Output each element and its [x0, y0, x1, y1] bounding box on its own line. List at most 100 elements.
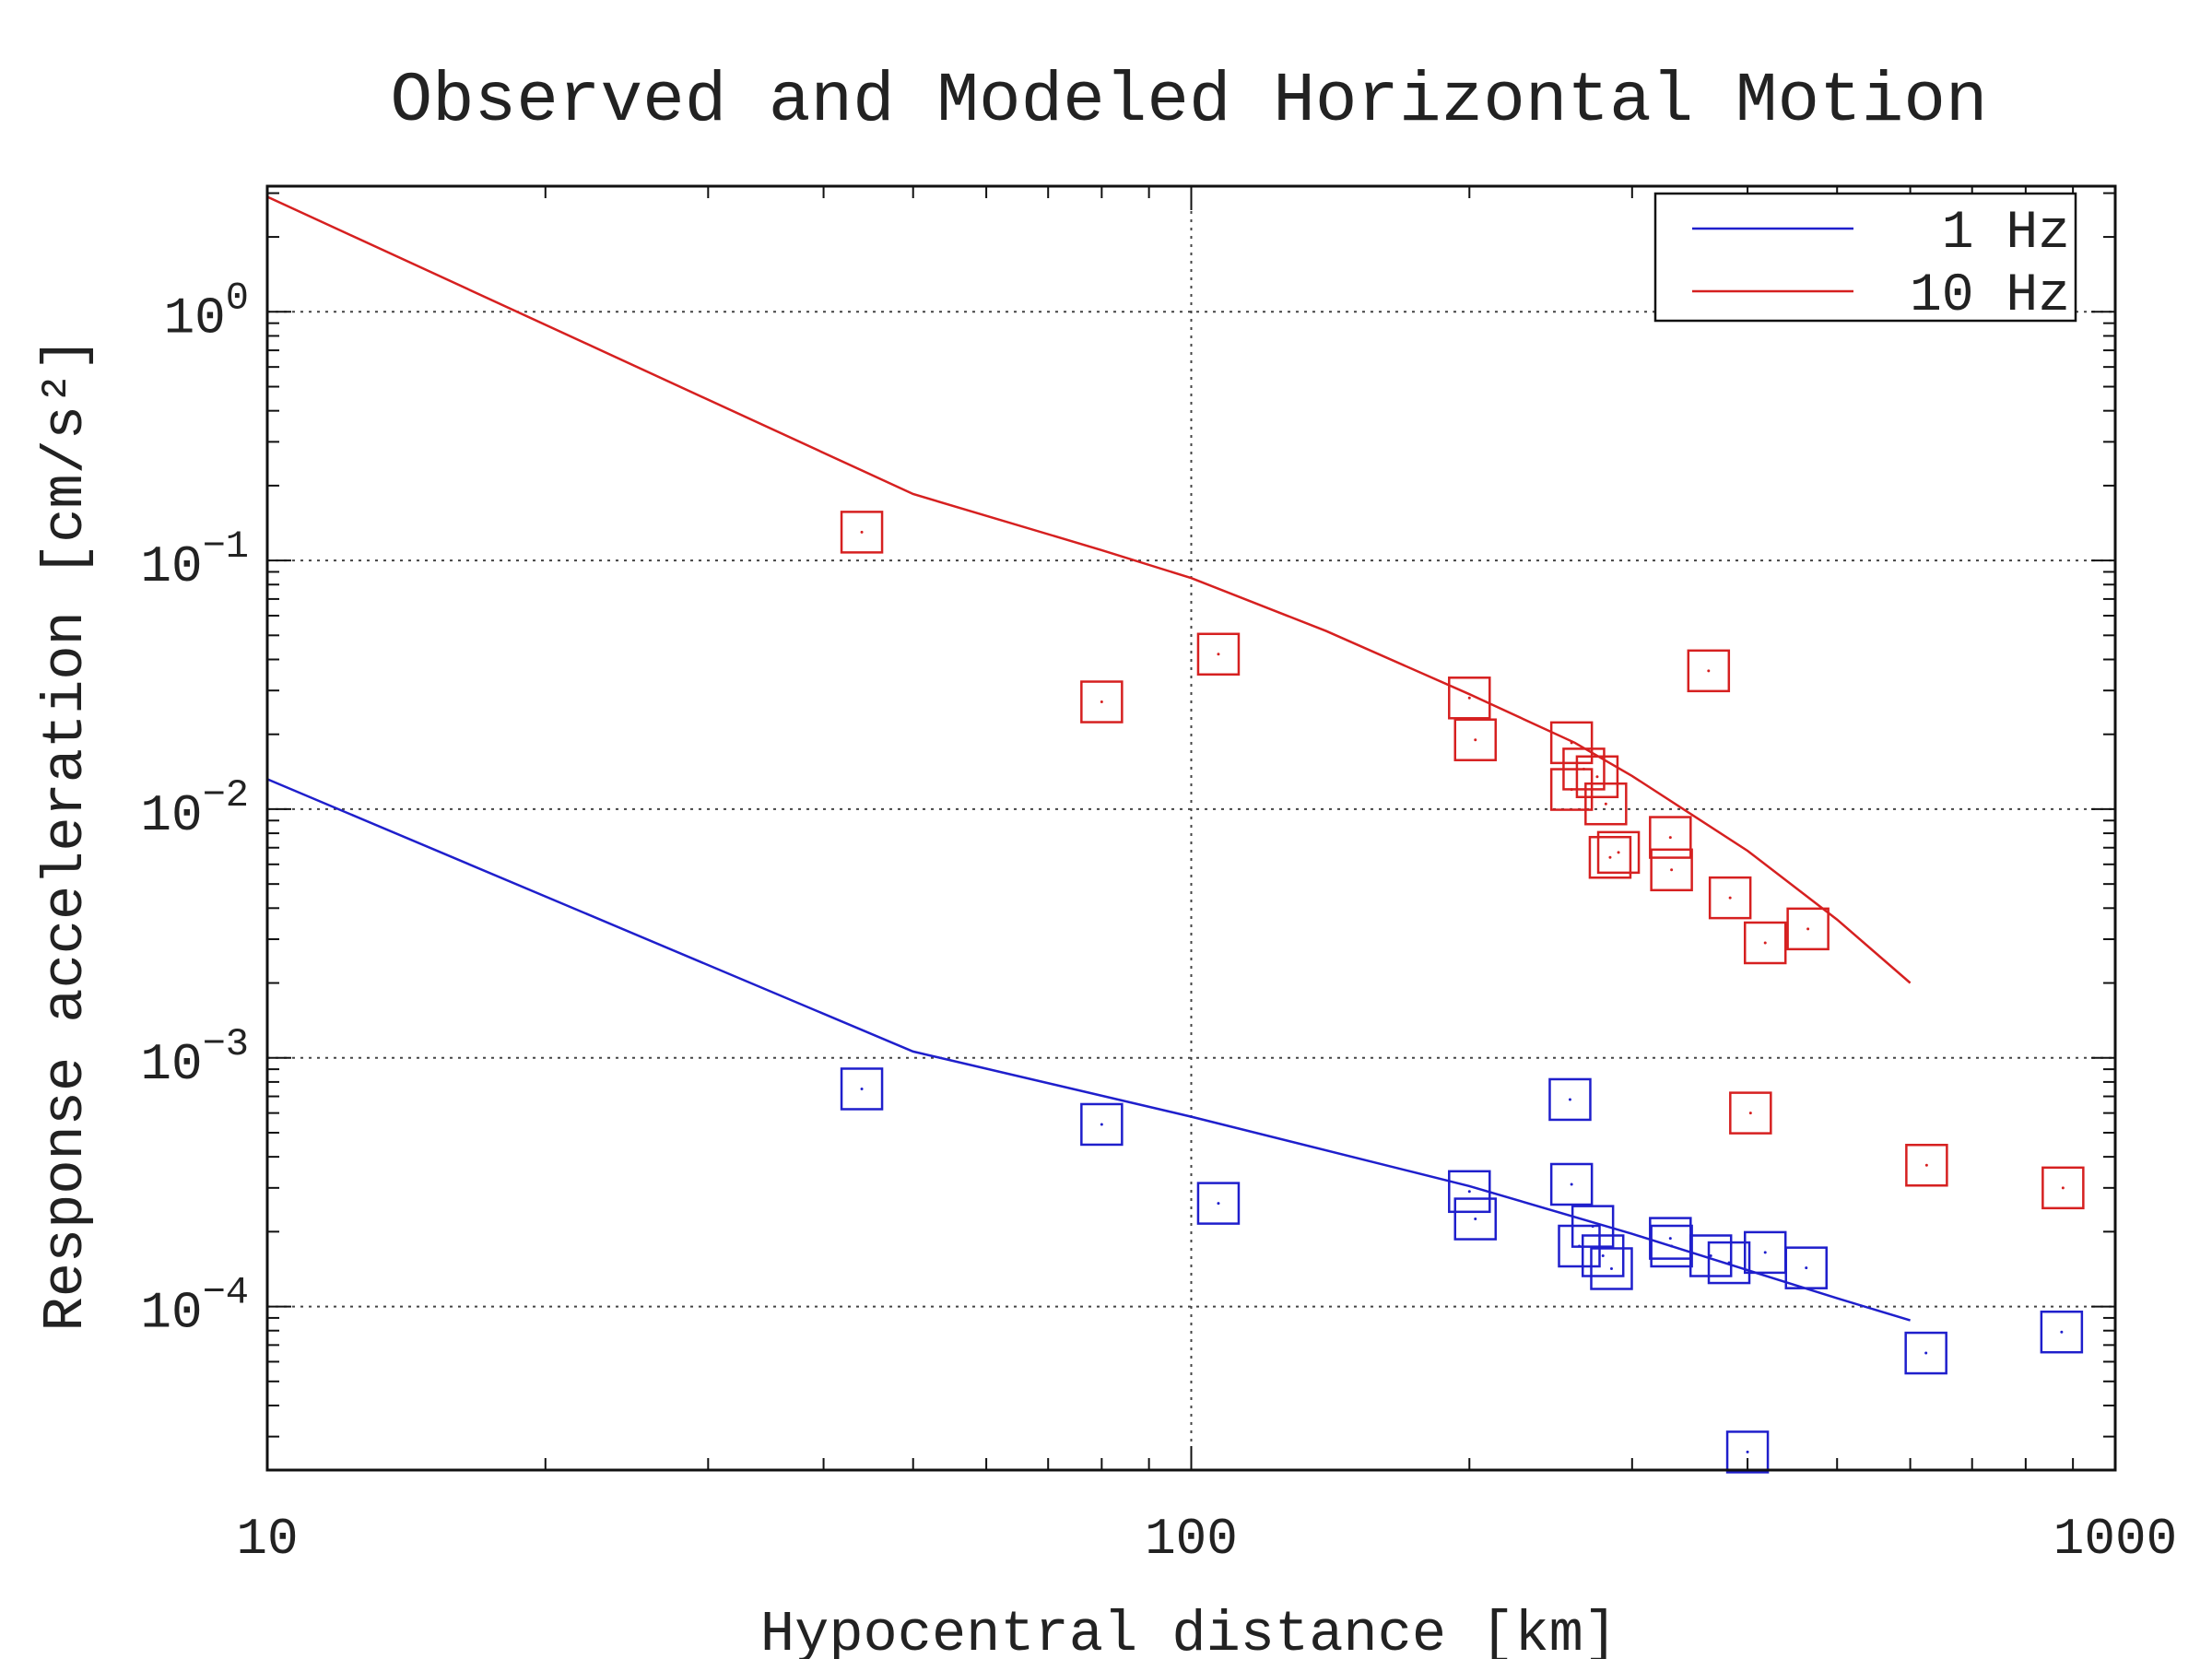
- observed-point: [1743, 921, 1787, 965]
- observed-point-center: [1100, 700, 1103, 704]
- observed-point: [1448, 677, 1491, 720]
- observed-point-center: [1609, 1266, 1613, 1270]
- x-tick-label: 100: [1145, 1510, 1238, 1569]
- observed-point: [1729, 1091, 1772, 1135]
- model-line: [266, 195, 1912, 984]
- observed-point-center: [2061, 1186, 2065, 1190]
- plot-frame: [265, 184, 2117, 1472]
- observed-point: [1571, 1205, 1615, 1248]
- axis-ticks: [266, 186, 2115, 1470]
- observed-point-center: [1707, 669, 1711, 673]
- y-tick-label: 10−4: [140, 1271, 249, 1343]
- observed-point: [1581, 1234, 1625, 1277]
- observed-point: [1786, 907, 1830, 951]
- observed-point: [1708, 876, 1752, 920]
- observed-point: [1784, 1246, 1828, 1289]
- observed-point: [1453, 718, 1498, 761]
- observed-point-center: [1727, 1261, 1731, 1265]
- y-axis-label: Response acceleration [cm/s²]: [33, 337, 99, 1332]
- observed-point-center: [1924, 1163, 1928, 1167]
- observed-point-center: [1467, 1190, 1471, 1194]
- observed-point: [1687, 649, 1731, 693]
- observed-point: [1650, 1224, 1693, 1268]
- observed-point-center: [1763, 1251, 1767, 1254]
- observed-point-center: [2060, 1330, 2064, 1334]
- observed-point: [1596, 830, 1641, 875]
- observed-point-center: [1595, 775, 1599, 779]
- observed-point-center: [1617, 851, 1620, 854]
- tick-labels: 10 100 1000 100 10−1 10−2 10−3 10−4: [140, 276, 2177, 1569]
- observed-point: [1650, 848, 1693, 892]
- observed-point-center: [1746, 1450, 1749, 1453]
- observed-point-center: [1591, 1225, 1594, 1229]
- observed-point-center: [1668, 836, 1672, 840]
- observed-point: [1196, 632, 1241, 677]
- observed-point-center: [1568, 1098, 1571, 1101]
- legend-box: [1653, 192, 2077, 323]
- observed-point: [1649, 816, 1692, 859]
- observed-point: [1588, 835, 1632, 879]
- observed-point-center: [1709, 1253, 1712, 1257]
- observed-point: [1549, 721, 1594, 765]
- observed-point: [1575, 755, 1619, 799]
- observed-point-center: [1748, 1112, 1752, 1115]
- y-tick-label: 100: [164, 276, 249, 347]
- observed-point-center: [1570, 741, 1573, 745]
- series-1: [266, 195, 2085, 1210]
- observed-point-center: [1670, 1244, 1674, 1248]
- series-0: [266, 778, 2084, 1474]
- model-line: [266, 778, 1911, 1322]
- observed-point-center: [1582, 767, 1585, 771]
- x-tick-label: 1000: [2053, 1510, 2177, 1569]
- y-tick-label: 10−2: [140, 773, 249, 845]
- observed-point: [1448, 1170, 1491, 1214]
- observed-point: [1549, 1162, 1594, 1206]
- observed-point-center: [1100, 1123, 1103, 1126]
- observed-point-center: [1217, 1202, 1220, 1206]
- observed-point: [1688, 1234, 1733, 1277]
- observed-point-center: [1474, 738, 1477, 742]
- observed-point-center: [1763, 941, 1767, 945]
- observed-point-center: [1570, 1182, 1573, 1186]
- observed-point-center: [1805, 1266, 1808, 1270]
- observed-point-center: [860, 530, 864, 534]
- observed-point-center: [1924, 1351, 1928, 1355]
- observed-point-center: [1608, 855, 1612, 859]
- observed-point-center: [1668, 1237, 1672, 1241]
- grid-lines: [267, 186, 2115, 1470]
- observed-point: [1905, 1144, 1948, 1187]
- observed-point: [1590, 1247, 1633, 1290]
- observed-point-center: [1467, 696, 1471, 700]
- legend-label: 10 Hz: [1910, 266, 2070, 326]
- observed-point-center: [860, 1087, 864, 1090]
- observed-point: [1904, 1331, 1947, 1375]
- series-layer: [266, 195, 2085, 1474]
- observed-point: [1453, 1197, 1498, 1241]
- observed-point: [2041, 1166, 2085, 1210]
- observed-point: [1562, 747, 1606, 791]
- observed-point-center: [1474, 1218, 1477, 1221]
- observed-point: [1725, 1430, 1770, 1474]
- observed-point-center: [1728, 896, 1732, 900]
- observed-point-center: [1601, 1253, 1605, 1257]
- observed-point: [2040, 1310, 2084, 1354]
- observed-point-center: [1604, 802, 1607, 806]
- observed-point: [840, 1067, 884, 1111]
- observed-point: [840, 511, 884, 554]
- observed-point-center: [1806, 927, 1810, 931]
- observed-point: [1196, 1182, 1241, 1225]
- legend-label: 1 Hz: [1942, 204, 2070, 264]
- observed-point: [1584, 782, 1628, 826]
- x-tick-label: 10: [236, 1510, 298, 1569]
- observed-point: [1548, 1077, 1592, 1122]
- chart-title: Observed and Modeled Horizontal Motion: [390, 62, 1987, 141]
- observed-point: [1080, 680, 1124, 724]
- y-tick-label: 10−3: [140, 1022, 249, 1094]
- observed-point-center: [1670, 868, 1674, 872]
- x-axis-label: Hypocentral distance [km]: [760, 1602, 1618, 1659]
- observed-point: [1707, 1241, 1751, 1285]
- observed-point-center: [1217, 653, 1220, 656]
